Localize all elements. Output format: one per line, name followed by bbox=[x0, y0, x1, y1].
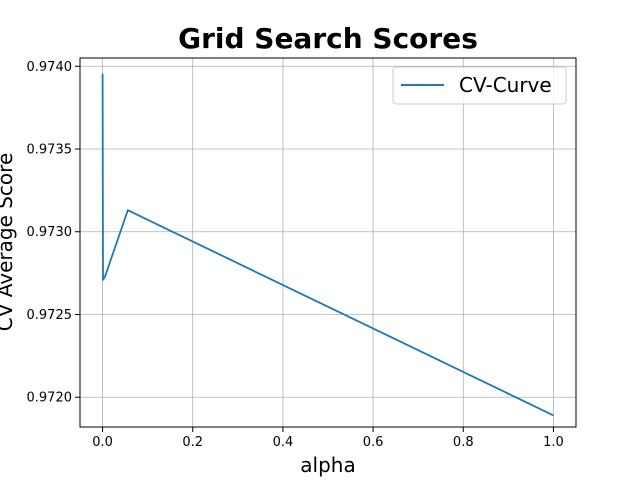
x-tick-label: 0.6 bbox=[363, 435, 384, 450]
y-tick-label: 0.9725 bbox=[27, 308, 73, 323]
plot-frame bbox=[79, 57, 577, 428]
y-tick-label: 0.9720 bbox=[27, 391, 73, 406]
x-axis: 0.0 0.2 0.4 0.6 0.8 1.0 bbox=[92, 427, 564, 450]
x-tick-label: 0.8 bbox=[453, 435, 474, 450]
y-tick-label: 0.9740 bbox=[27, 60, 73, 75]
y-axis-label: CV Average Score bbox=[0, 153, 17, 332]
y-axis: 0.9720 0.9725 0.9730 0.9735 0.9740 bbox=[27, 60, 80, 406]
series-layer bbox=[101, 73, 554, 417]
y-tick-label: 0.9735 bbox=[27, 143, 73, 158]
series-line-cv-curve bbox=[101, 73, 554, 417]
x-tick-label: 0.0 bbox=[92, 435, 113, 450]
legend-box bbox=[392, 66, 567, 105]
x-tick-label: 0.2 bbox=[182, 435, 203, 450]
y-tick-label: 0.9730 bbox=[27, 225, 73, 240]
legend-label: CV-Curve bbox=[459, 73, 552, 97]
grid bbox=[80, 58, 576, 427]
chart-title: Grid Search Scores bbox=[178, 22, 478, 55]
legend: CV-Curve bbox=[392, 66, 567, 105]
x-axis-label: alpha bbox=[300, 453, 355, 477]
x-tick-label: 0.4 bbox=[273, 435, 294, 450]
x-tick-label: 1.0 bbox=[543, 435, 564, 450]
